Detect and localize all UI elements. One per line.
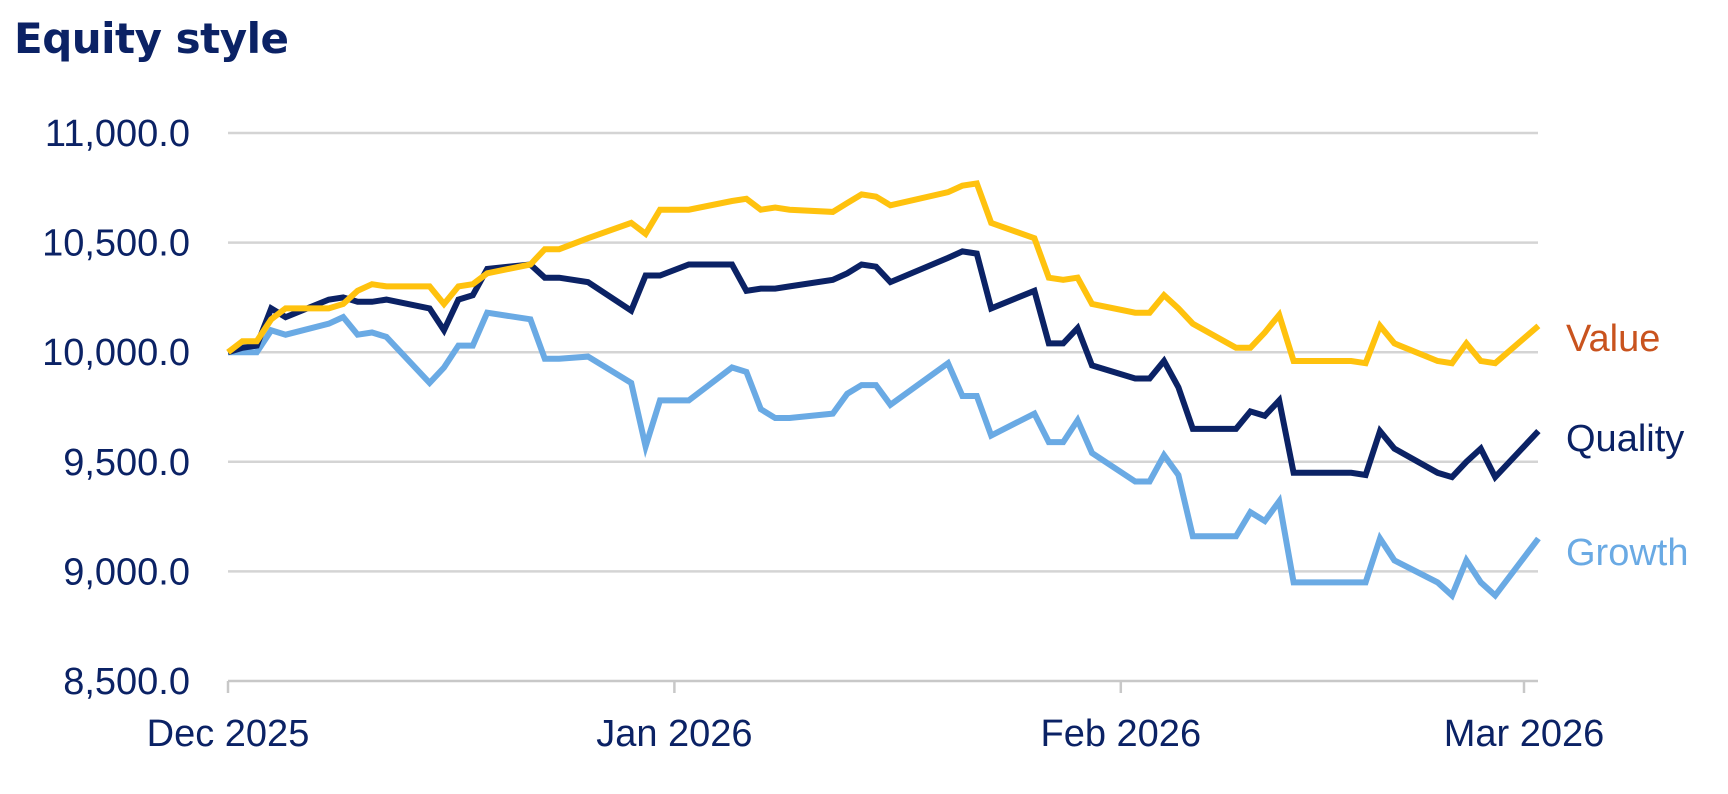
series-line-value	[226, 180, 1541, 367]
series-label-quality: Quality	[1566, 418, 1684, 460]
x-axis: Dec 2025 Jan 2026 Feb 2026 Mar 2026	[147, 681, 1605, 755]
series-lines	[226, 180, 1541, 601]
y-tick-label: 8,500.0	[63, 661, 190, 703]
y-tick-label: 9,000.0	[63, 551, 190, 593]
series-line-quality	[227, 248, 1541, 483]
chart-title: Equity style	[14, 14, 289, 63]
series-labels: Value Quality Growth	[1566, 318, 1688, 574]
y-tick-label: 10,500.0	[42, 223, 190, 265]
y-tick-label: 11,000.0	[45, 113, 190, 155]
x-tick-label: Jan 2026	[596, 713, 752, 755]
y-axis-ticks: 11,000.0 10,500.0 10,000.0 9,500.0 9,000.0 8,…	[42, 113, 190, 703]
x-tick-label: Dec 2025	[147, 713, 310, 755]
series-line-growth	[228, 309, 1541, 601]
gridlines	[228, 131, 1538, 683]
x-tick-label: Mar 2026	[1444, 713, 1605, 755]
x-tick-label: Feb 2026	[1041, 713, 1202, 755]
series-label-value: Value	[1566, 318, 1660, 360]
y-tick-label: 9,500.0	[63, 442, 190, 484]
series-label-growth: Growth	[1566, 532, 1688, 574]
y-tick-label: 10,000.0	[42, 332, 190, 374]
